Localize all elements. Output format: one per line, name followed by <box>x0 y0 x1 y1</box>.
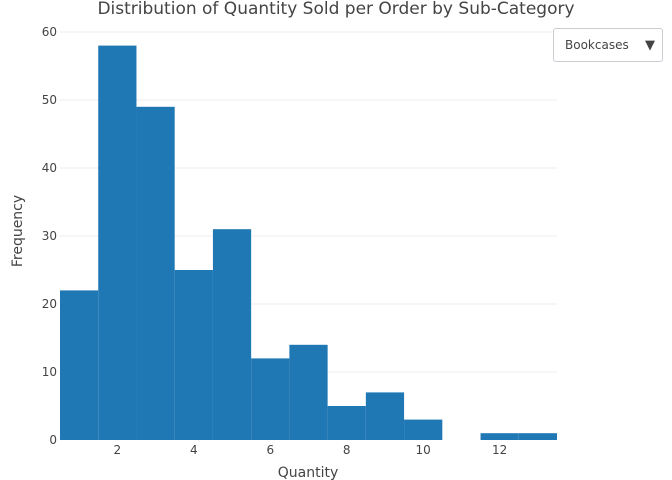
x-tick-labels: 2 4 6 8 10 12 <box>114 443 508 457</box>
x-tick-label: 2 <box>114 443 122 457</box>
bar-quantity-5[interactable] <box>212 229 252 440</box>
y-tick-label: 40 <box>42 161 57 175</box>
x-tick-label: 10 <box>416 443 431 457</box>
y-axis-title: Frequency <box>10 195 26 267</box>
bar-quantity-2[interactable] <box>98 45 137 440</box>
y-tick-labels: 0 10 20 30 40 50 60 <box>42 25 57 447</box>
dropdown-selected-label: Bookcases <box>565 38 629 52</box>
y-tick-label: 20 <box>42 297 57 311</box>
y-tick-label: 0 <box>49 433 57 447</box>
y-tick-label: 60 <box>42 25 57 39</box>
bar-quantity-8[interactable] <box>327 406 366 440</box>
chevron-down-icon: ▼ <box>645 37 655 53</box>
bar-quantity-13[interactable] <box>518 433 557 440</box>
bar-quantity-3[interactable] <box>136 106 175 441</box>
y-tick-label: 30 <box>42 229 57 243</box>
bar-quantity-6[interactable] <box>251 358 290 440</box>
bar-quantity-12[interactable] <box>480 433 519 440</box>
subcategory-dropdown[interactable]: Bookcases ▼ <box>553 28 663 62</box>
x-tick-label: 8 <box>343 443 351 457</box>
bar-quantity-7[interactable] <box>289 344 328 440</box>
y-tick-label: 10 <box>42 365 57 379</box>
y-tick-label: 50 <box>42 93 57 107</box>
x-tick-label: 4 <box>190 443 198 457</box>
bar-quantity-4[interactable] <box>174 270 213 440</box>
bar-quantity-9[interactable] <box>365 392 405 440</box>
x-axis-title: Quantity <box>278 465 339 480</box>
chart-title: Distribution of Quantity Sold per Order … <box>97 0 574 19</box>
bars-group <box>60 45 557 441</box>
x-tick-label: 6 <box>266 443 274 457</box>
bar-quantity-10[interactable] <box>404 419 443 440</box>
bar-quantity-1[interactable] <box>60 290 99 440</box>
x-tick-label: 12 <box>492 443 507 457</box>
